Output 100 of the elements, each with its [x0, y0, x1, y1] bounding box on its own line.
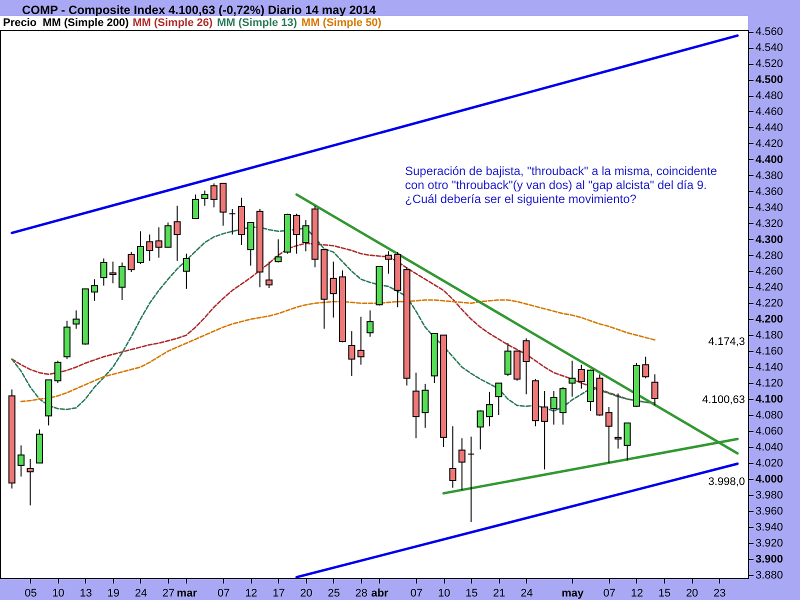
x-tick-label: 21 — [493, 588, 506, 600]
candlestick — [155, 226, 162, 258]
y-tick-label: 4.460 — [756, 106, 784, 118]
y-tick-label: 4.160 — [756, 346, 784, 358]
x-tick-label: 07 — [410, 588, 423, 600]
candlestick — [541, 390, 548, 470]
x-tick-label: 17 — [272, 588, 285, 600]
y-tick-label: 4.360 — [756, 186, 784, 198]
candlestick — [174, 205, 181, 262]
candlestick — [136, 230, 144, 265]
y-tick-label: 4.340 — [756, 202, 784, 214]
x-tick-label: 15 — [466, 588, 478, 600]
text: MM (Simple 50) — [301, 17, 382, 29]
y-tick-label: 4.060 — [756, 426, 784, 438]
candlestick — [422, 383, 429, 428]
x-tick-label: 23 — [713, 588, 726, 600]
x-tick-label: 07 — [603, 588, 616, 600]
candlestick — [522, 338, 530, 395]
y-tick-label: 3.980 — [756, 489, 784, 502]
y-tick-label: 4.440 — [756, 122, 784, 134]
y-tick-label: 4.040 — [756, 441, 784, 454]
y-tick-label: 3.960 — [756, 505, 784, 518]
candlestick — [458, 438, 466, 491]
candlestick — [642, 356, 650, 379]
y-tick-label: 4.540 — [756, 42, 784, 54]
candlestick — [228, 208, 236, 235]
annotation: 4.100,63 — [702, 394, 745, 406]
x-tick-label: 10 — [52, 588, 64, 600]
candlestick — [495, 382, 502, 416]
annotation: 3.998,0 — [708, 476, 745, 488]
y-tick-label: 4.240 — [756, 282, 784, 294]
x-tick-label: may — [562, 588, 585, 600]
candlestick — [118, 262, 126, 301]
candlestick — [210, 182, 218, 208]
y-tick-label: 3.880 — [756, 569, 784, 582]
candlestick — [266, 261, 273, 289]
candlestick — [330, 261, 337, 318]
y-tick-label: 4.020 — [756, 457, 784, 470]
candlestick — [182, 253, 190, 290]
candlestick — [293, 213, 300, 254]
candlestick — [504, 342, 512, 376]
y-tick-label: 4.080 — [756, 410, 784, 422]
y-tick-label: 4.260 — [756, 266, 784, 278]
line-series — [20, 299, 656, 402]
y-tick-label: 3.940 — [756, 521, 784, 534]
y-tick-label: 4.180 — [756, 330, 784, 342]
candlestick — [54, 360, 62, 384]
candlestick — [18, 444, 25, 478]
y-tick-label: 4.420 — [756, 138, 784, 150]
x-tick-label: 20 — [686, 588, 698, 600]
y-tick-label: 4.000 — [756, 473, 784, 486]
candlestick — [274, 238, 282, 263]
text: MM (Simple 13) — [217, 17, 298, 29]
x-tick-label: 24 — [520, 588, 533, 600]
text: MM (Simple 26) — [132, 17, 214, 29]
candlestick — [651, 374, 658, 406]
y-tick-label: 4.220 — [756, 298, 784, 310]
y-tick-label: 4.380 — [756, 170, 784, 182]
candlestick — [550, 390, 558, 426]
candlestick — [192, 194, 200, 220]
x-tick-label: 28 — [355, 588, 368, 600]
y-tick-label: 4.500 — [756, 74, 784, 86]
candlestick — [624, 422, 631, 462]
y-tick-label: 4.560 — [756, 26, 784, 38]
candlestick — [91, 278, 98, 302]
x-tick-label: 10 — [438, 588, 450, 600]
candlestick — [348, 330, 356, 376]
y-tick-label: 4.120 — [756, 378, 784, 390]
y-tick-label: 4.520 — [756, 58, 784, 70]
candlestick — [486, 391, 493, 427]
candlestick — [476, 410, 484, 450]
y-tick-label: 3.900 — [756, 553, 784, 566]
candlestick — [128, 252, 135, 273]
x-tick-label: 20 — [300, 588, 312, 600]
x-tick-label: 05 — [24, 588, 37, 600]
candlestick — [302, 220, 310, 252]
candlestick — [449, 426, 456, 488]
candlestick — [164, 222, 172, 248]
candlestick — [568, 360, 576, 398]
x-tick-label: 25 — [328, 588, 340, 600]
candlestick — [357, 316, 364, 366]
candlestick — [26, 458, 34, 506]
x-tick-label: 27 — [162, 588, 175, 600]
candlestick — [614, 392, 622, 450]
candlestick — [100, 258, 108, 286]
candlestick — [605, 406, 612, 464]
candlestick — [146, 234, 154, 262]
text: Precio — [3, 17, 37, 29]
candlestick — [559, 386, 566, 426]
y-tick-label: 3.920 — [756, 537, 784, 550]
candlestick — [72, 310, 80, 330]
x-tick-label: 07 — [218, 588, 230, 600]
legend-label: MM (Simple 200) — [42, 17, 130, 29]
candlestick — [366, 310, 374, 338]
x-tick-label: 12 — [245, 588, 258, 600]
y-tick-label: 4.480 — [756, 90, 784, 102]
x-tick-label: 13 — [80, 588, 92, 600]
x-tick-label: mar — [176, 588, 198, 600]
candlestick — [578, 364, 585, 390]
x-tick-label: abr — [371, 588, 390, 600]
